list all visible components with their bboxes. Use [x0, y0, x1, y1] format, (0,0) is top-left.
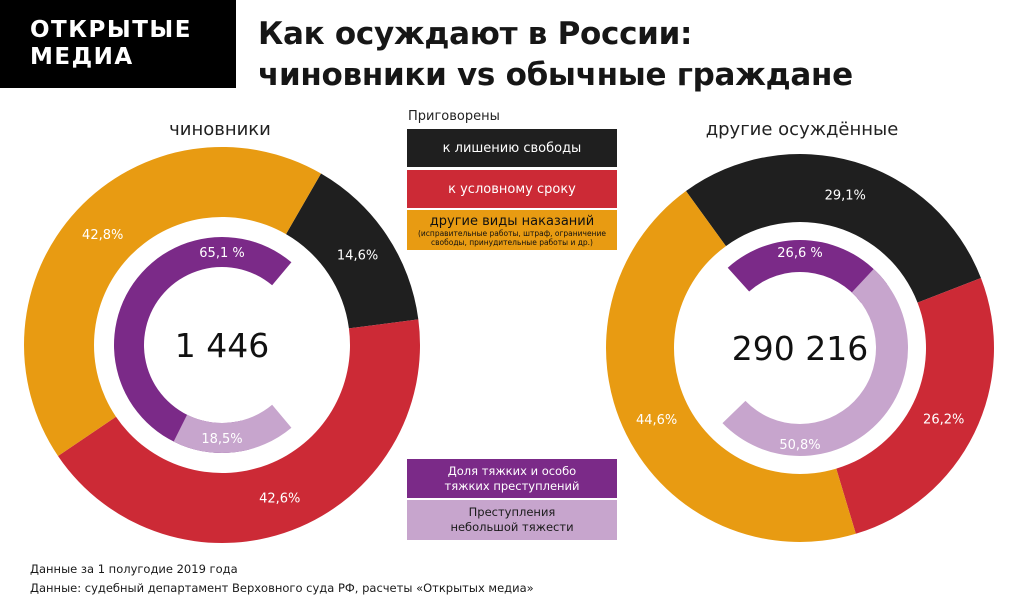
- right-outer-label-0: 29,1%: [825, 189, 866, 204]
- left-outer-label-0: 14,6%: [337, 249, 378, 264]
- right-inner-label-0: 26,6 %: [777, 246, 822, 261]
- right-outer-label-2: 44,6%: [636, 413, 677, 428]
- left-inner-arc-0: [113, 237, 292, 453]
- legend-prison-label: к лишению свободы: [442, 140, 582, 156]
- right-outer-slice-2: [606, 191, 856, 542]
- legend-item-conditional: к условному сроку: [407, 170, 617, 208]
- right-outer-slice-0: [685, 154, 981, 303]
- legend-item-grave: Доля тяжких и особо тяжких преступлений: [407, 459, 617, 498]
- title-line-1: Как осуждают в России:: [258, 16, 693, 52]
- legend-grave-line-2: тяжких преступлений: [444, 478, 580, 493]
- logo-line-1: ОТКРЫТЫЕ: [30, 17, 192, 43]
- legend-item-minor: Преступления небольшой тяжести: [407, 500, 617, 540]
- left-outer-label-1: 42,6%: [259, 491, 300, 506]
- page-title: Как осуждают в России: чиновники vs обыч…: [258, 14, 853, 96]
- left-chart-title: чиновники: [169, 119, 271, 140]
- right-outer-slice-1: [836, 278, 994, 534]
- legend-other-label: другие виды наказаний: [429, 213, 595, 229]
- left-inner-label-0: 65,1 %: [199, 246, 244, 261]
- right-chart-title: другие осуждённые: [705, 119, 899, 140]
- left-inner-arc-1: [173, 404, 292, 454]
- legend-minor-line-1: Преступления: [468, 505, 556, 519]
- left-outer-slice-1: [58, 319, 421, 544]
- legend-item-prison: к лишению свободы: [407, 129, 617, 167]
- left-outer-slice-2: [23, 146, 322, 456]
- legend-grave-line-1: Доля тяжких и особо: [447, 463, 577, 478]
- right-donut: 29,1% 26,2% 44,6% 26,6 % 50,8% 290 216: [606, 154, 994, 542]
- left-outer-label-2: 42,8%: [82, 228, 123, 243]
- footnote-source: Данные: судебный департамент Верховного …: [30, 581, 534, 595]
- legend-heading: Приговорены: [408, 109, 500, 124]
- right-center-total: 290 216: [732, 329, 868, 368]
- logo: ОТКРЫТЫЕ МЕДИА: [0, 0, 236, 88]
- logo-line-2: МЕДИА: [30, 44, 134, 70]
- legend-minor-line-2: небольшой тяжести: [450, 520, 574, 534]
- legend-other-note: (исправительные работы, штраф, ограничен…: [418, 228, 606, 247]
- left-inner-label-1: 18,5%: [201, 432, 242, 447]
- footnote-period: Данные за 1 полугодие 2019 года: [30, 562, 238, 576]
- left-center-total: 1 446: [175, 326, 269, 365]
- legend-conditional-label: к условному сроку: [448, 181, 576, 197]
- right-inner-label-1: 50,8%: [779, 438, 820, 453]
- left-outer-slice-0: [286, 173, 419, 329]
- right-inner-arc-1: [722, 269, 908, 457]
- left-donut: 14,6% 42,6% 42,8% 65,1 % 18,5% 1 446: [23, 146, 421, 544]
- right-inner-arc-0: [727, 239, 888, 304]
- right-outer-label-1: 26,2%: [923, 412, 964, 427]
- legend-item-other: другие виды наказаний (исправительные ра…: [407, 210, 617, 250]
- title-line-2: чиновники vs обычные граждане: [258, 57, 853, 93]
